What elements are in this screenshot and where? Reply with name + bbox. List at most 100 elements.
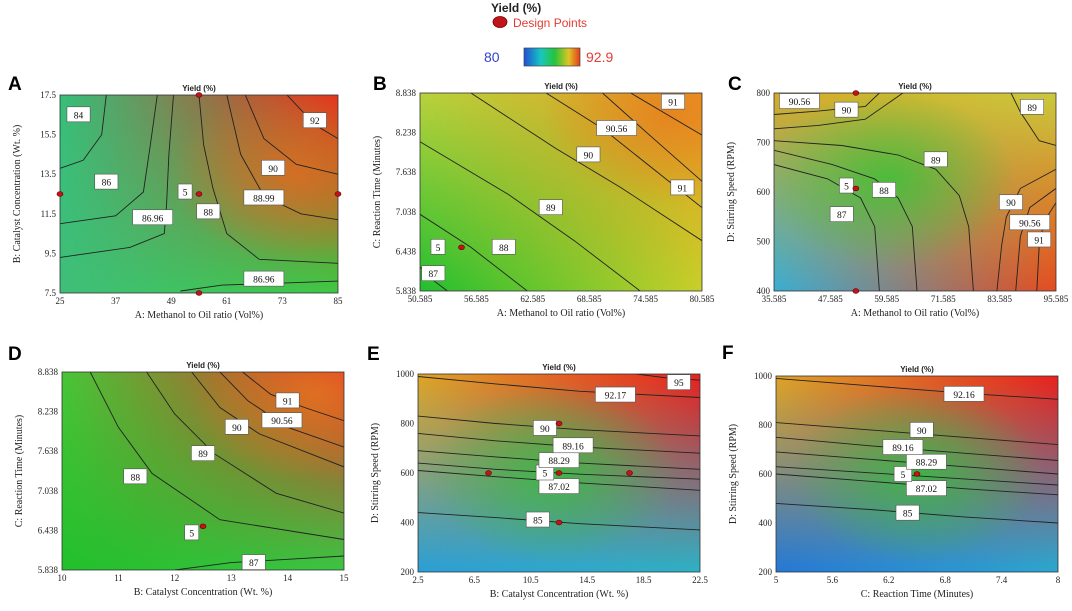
- x-tick-label: 68.585: [577, 294, 602, 304]
- y-tick-label: 5.838: [396, 286, 417, 296]
- contour-line: [244, 95, 338, 175]
- design-point: [852, 185, 860, 192]
- panel-title: Yield (%): [898, 82, 932, 91]
- panel-b: 87 88 89 90 91 90.56 91 5 50.585 56.585 62.585 68.5…: [356, 72, 715, 342]
- x-axis-label: A: Methanol to Oil ratio (Vol%): [135, 310, 263, 321]
- contour-label-box: [261, 412, 303, 429]
- y-tick-label: 200: [401, 567, 415, 577]
- y-tick-label: 7.038: [38, 486, 59, 496]
- y-tick-label: 1000: [396, 369, 415, 379]
- contour-label: 91: [1034, 236, 1044, 246]
- contour-label: 92.16: [953, 391, 975, 401]
- y-tick-label: 800: [759, 420, 773, 430]
- y-tick-label: 13.5: [40, 169, 56, 179]
- contour-line: [996, 168, 1056, 291]
- panel-letter: F: [722, 343, 734, 364]
- y-tick-label: 800: [401, 419, 415, 429]
- contour-label: 88: [499, 244, 509, 254]
- design-point: [555, 420, 563, 427]
- contour-label: 90: [584, 151, 594, 161]
- contour-line: [60, 95, 158, 225]
- contour-label-box: [261, 159, 286, 176]
- contour-label-box: [1009, 214, 1051, 231]
- contour-line: [774, 164, 880, 291]
- design-point: [913, 471, 921, 477]
- design-point: [195, 191, 203, 197]
- contour-label: 90: [232, 424, 242, 434]
- contour-label: 90.56: [606, 125, 628, 135]
- contour-label: 91: [283, 397, 293, 407]
- contour-label: 92: [310, 117, 320, 127]
- contour-label: 90: [842, 107, 852, 117]
- contour-label-box: [1027, 231, 1052, 248]
- legend: Yield (%) Design Points 80 92.9: [484, 1, 613, 67]
- y-tick-label: 9.5: [45, 248, 57, 258]
- contour-label-box: [224, 419, 249, 435]
- design-point-marker-icon: [492, 16, 508, 28]
- design-point: [852, 288, 860, 294]
- contour-label-box: [666, 374, 691, 390]
- x-tick-label: 18.5: [636, 575, 652, 585]
- contour-label: 89.16: [562, 442, 584, 452]
- contour-label-box: [123, 468, 148, 485]
- x-tick-label: 12: [170, 573, 179, 583]
- x-tick-label: 47.585: [818, 294, 843, 304]
- panel-e: 85 87.02 5 88.29 89.16 90 92.17 95 2.5 6.5 10.5 14.…: [356, 341, 712, 611]
- design-point: [555, 470, 563, 476]
- panel-title: Yield (%): [900, 365, 934, 374]
- contour-label-box: [66, 106, 91, 123]
- contour-label-box: [243, 189, 285, 206]
- x-tick-label: 10.5: [523, 575, 539, 585]
- y-tick-label: 600: [401, 468, 415, 478]
- contour-label-box: [243, 270, 285, 287]
- y-tick-label: 500: [757, 237, 771, 247]
- contour-label: 87: [837, 211, 847, 221]
- contour-label: 87.02: [548, 483, 570, 493]
- y-axis-label: D: Stirring Speed (RPM): [370, 423, 381, 523]
- contour-line: [418, 376, 700, 398]
- x-tick-label: 35.585: [762, 294, 787, 304]
- y-tick-label: 400: [759, 518, 773, 528]
- design-point: [56, 191, 64, 197]
- contour-label-box: [241, 554, 266, 570]
- plot-frame: [773, 92, 1057, 292]
- y-axis-label: C: Reaction Time (Minutes): [372, 136, 383, 249]
- x-tick-label: 15: [340, 573, 350, 583]
- legend-design-points: Design Points: [513, 16, 587, 30]
- contour-label-box: [533, 420, 557, 436]
- contour-label-box: [196, 203, 221, 220]
- x-axis-label: B: Catalyst Concentration (Wt. %): [490, 589, 629, 600]
- design-point: [334, 191, 342, 197]
- contour-label: 88: [204, 208, 214, 218]
- panel-letter: C: [728, 74, 742, 95]
- contour-label: 84: [74, 111, 84, 121]
- panel-title: Yield (%): [182, 84, 216, 93]
- contour-line: [776, 377, 1058, 400]
- contour-label-box: [1020, 99, 1045, 115]
- x-tick-label: 95.585: [1044, 294, 1069, 304]
- contour-label: 89: [546, 204, 556, 214]
- contour-label-box: [909, 422, 934, 438]
- panel-d: 87 88 89 90 90.56 91 5 10 11 12 13 14 15 5.838 6.438 7.…: [0, 341, 356, 611]
- contour-label: 87: [249, 559, 259, 569]
- contour-label: 5: [901, 471, 906, 481]
- panel-letter: A: [8, 74, 22, 95]
- contour-label: 86: [102, 179, 112, 189]
- x-tick-label: 25: [56, 296, 66, 306]
- x-tick-label: 49: [167, 296, 177, 306]
- contour-label: 92.17: [605, 392, 627, 402]
- panel-title: Yield (%): [544, 82, 578, 91]
- x-tick-label: 5.6: [827, 575, 839, 585]
- contour-label: 85: [903, 510, 913, 520]
- design-point: [199, 523, 207, 530]
- chart-d: 87 88 89 90 90.56 91 5 10 11 12 13 14 15 5.838 6.438 7.…: [8, 344, 350, 598]
- center-label-box: [839, 177, 854, 194]
- center-label-box: [184, 524, 200, 541]
- contour-line: [774, 140, 974, 291]
- contour-label: 88: [879, 187, 889, 197]
- contour-label-box: [576, 146, 601, 163]
- contour-label-box: [302, 112, 327, 129]
- y-tick-label: 8.238: [38, 407, 59, 417]
- contour-label-box: [893, 466, 913, 482]
